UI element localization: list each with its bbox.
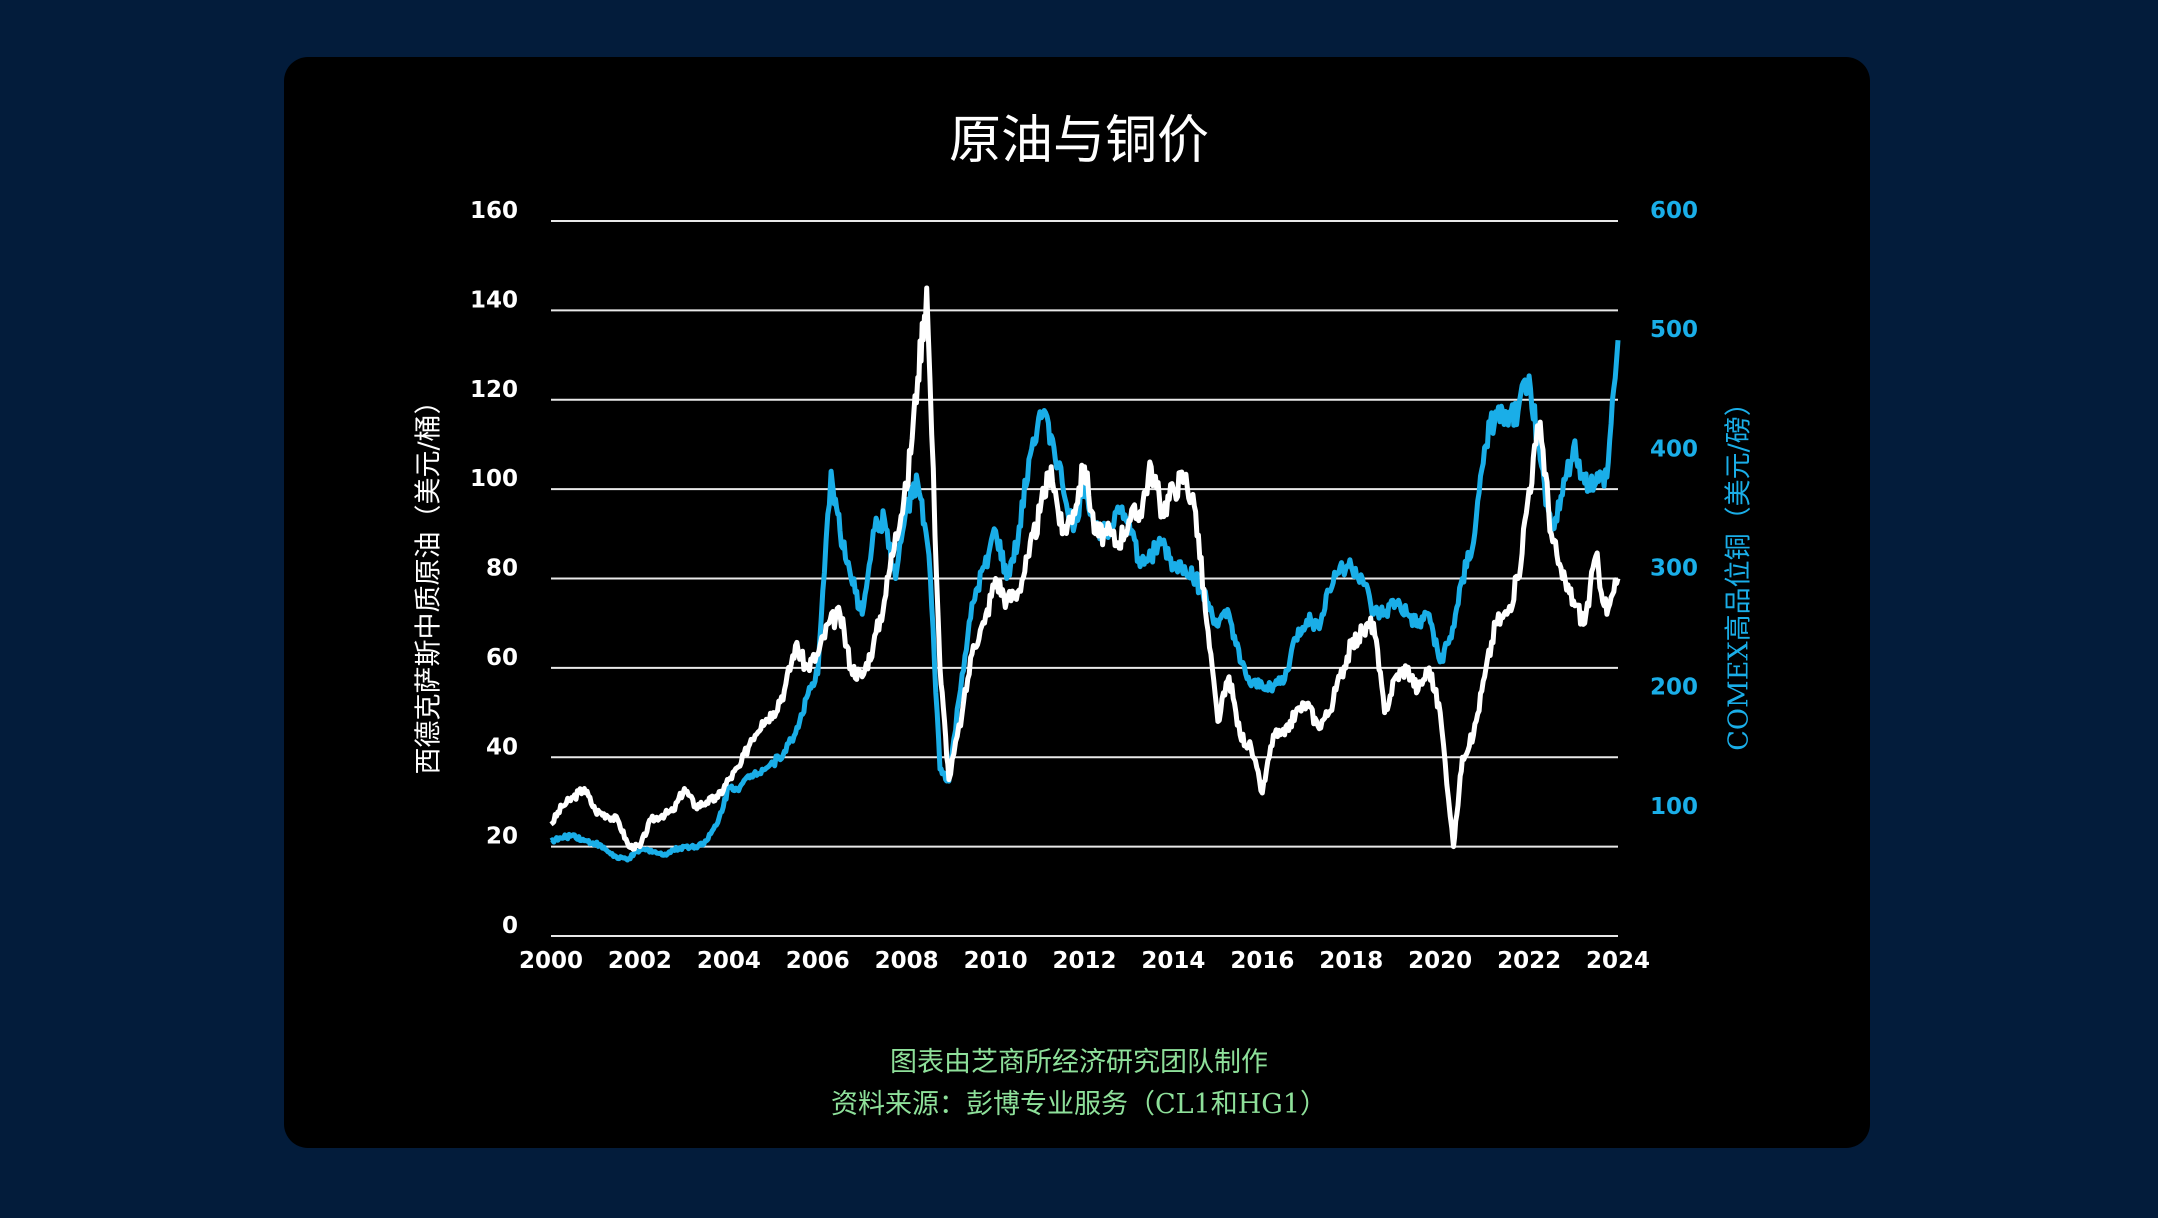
y-tick-left: 60 [486, 645, 518, 671]
y-tick-right: 200 [1650, 675, 1698, 701]
footer-credit: 图表由芝商所经济研究团队制作 [890, 1047, 1268, 1078]
y-tick-left: 140 [470, 287, 518, 313]
x-tick: 2010 [964, 948, 1028, 974]
y-tick-right: 600 [1650, 198, 1698, 224]
y-tick-left: 80 [486, 556, 518, 582]
y-tick-left: 120 [470, 377, 518, 403]
oil-series-line [549, 285, 1621, 852]
x-tick: 2008 [875, 948, 939, 974]
footer-source: 资料来源：彭博专业服务（CL1和HG1） [830, 1089, 1328, 1120]
x-tick: 2000 [519, 948, 583, 974]
y-tick-left: 40 [486, 734, 518, 760]
x-tick: 2002 [608, 948, 672, 974]
y-axis-left-label: 西德克萨斯中质原油（美元/桶） [413, 387, 445, 775]
y-tick-right: 500 [1650, 317, 1698, 343]
x-tick: 2024 [1586, 948, 1650, 974]
x-tick: 2020 [1408, 948, 1472, 974]
y-tick-left: 20 [486, 824, 518, 850]
y-tick-right: 400 [1650, 436, 1698, 462]
y-tick-left: 0 [502, 913, 518, 939]
x-tick: 2012 [1052, 948, 1116, 974]
y-tick-left: 160 [470, 198, 518, 224]
x-tick: 2022 [1497, 948, 1561, 974]
x-tick: 2018 [1319, 948, 1383, 974]
chart-title: 原油与铜价 [948, 111, 1209, 171]
y-tick-right: 100 [1650, 794, 1698, 820]
x-tick: 2006 [786, 948, 850, 974]
x-tick: 2014 [1141, 948, 1205, 974]
x-tick: 2016 [1230, 948, 1294, 974]
x-tick: 2004 [697, 948, 761, 974]
y-tick-left: 100 [470, 466, 518, 492]
y-axis-right-label: COMEX高品位铜（美元/磅） [1723, 389, 1755, 751]
y-tick-right: 300 [1650, 556, 1698, 582]
